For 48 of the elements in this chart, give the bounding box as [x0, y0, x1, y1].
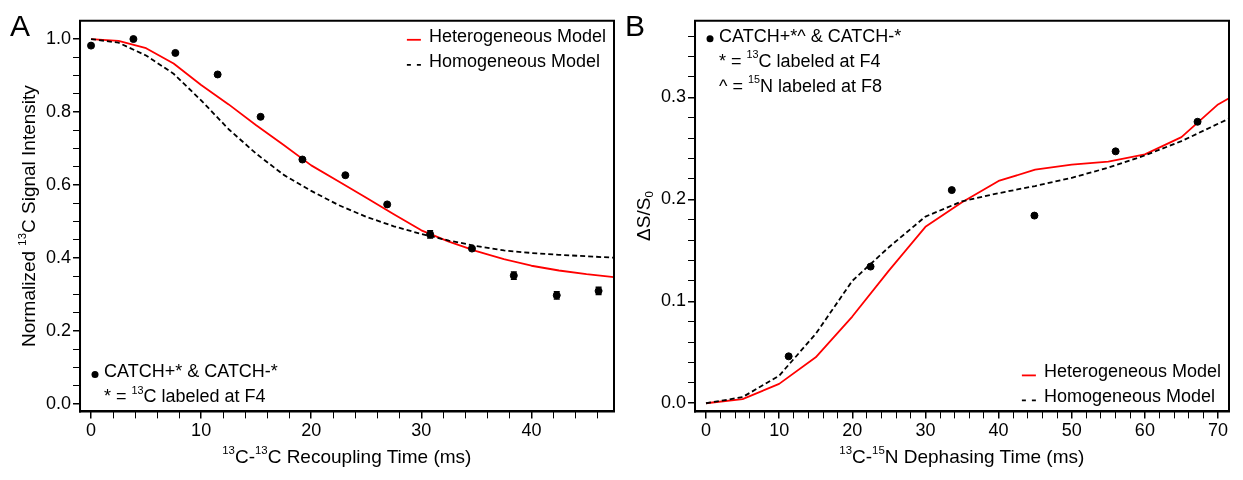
x-tick-label: 40: [521, 420, 542, 441]
legend-label: Heterogeneous Model: [428, 25, 607, 46]
point: [866, 262, 875, 271]
x-tick-label: 20: [842, 420, 863, 441]
y-axis-title: Normalized 13C Signal Intensity: [16, 84, 40, 348]
y-tick-label: 0.2: [45, 320, 72, 341]
x-tick-label: 50: [1061, 420, 1082, 441]
y-tick-label: 0.6: [45, 174, 72, 195]
x-tick-label: 20: [301, 420, 322, 441]
y-tick-label: 0.2: [660, 188, 687, 209]
x-tick-label: 0: [700, 420, 711, 441]
point: [298, 155, 307, 164]
point: [256, 112, 265, 121]
legend-label: CATCH+*^ & CATCH-*: [719, 25, 902, 46]
x-tick-label: 30: [411, 420, 432, 441]
y-axis-title: ΔS/S0: [633, 191, 655, 241]
x-tick-label: 0: [86, 420, 97, 441]
y-tick-label: 0.8: [45, 101, 72, 122]
point: [87, 41, 96, 50]
point: [213, 70, 222, 79]
point: [383, 200, 392, 209]
point: [1030, 211, 1039, 220]
x-tick-label: 10: [191, 420, 212, 441]
point: [1193, 117, 1202, 126]
point: [129, 35, 138, 44]
point: [784, 352, 793, 361]
point: [171, 48, 180, 57]
y-tick-label: 0.1: [660, 290, 687, 311]
legend-label: Homogeneous Model: [428, 50, 600, 71]
point: [1111, 147, 1120, 156]
y-tick-label: 0.4: [45, 247, 72, 268]
legend-label: CATCH+* & CATCH-*: [104, 361, 278, 382]
y-tick-label: 0.0: [660, 392, 687, 413]
chart-title: A: [10, 9, 31, 43]
y-tick-label: 0.3: [660, 86, 687, 107]
point: [947, 186, 956, 195]
y-tick-label: 0.0: [45, 393, 72, 414]
x-tick-label: 70: [1208, 420, 1229, 441]
y-tick-label: 1.0: [45, 28, 72, 49]
point: [467, 244, 476, 253]
x-tick-label: 60: [1134, 420, 1155, 441]
point: [341, 171, 350, 180]
x-tick-label: 30: [915, 420, 936, 441]
chart-title: B: [625, 9, 646, 43]
x-tick-label: 10: [769, 420, 790, 441]
legend-label: Homogeneous Model: [1043, 386, 1215, 407]
legend-label: Heterogeneous Model: [1043, 361, 1222, 382]
x-tick-label: 40: [988, 420, 1009, 441]
